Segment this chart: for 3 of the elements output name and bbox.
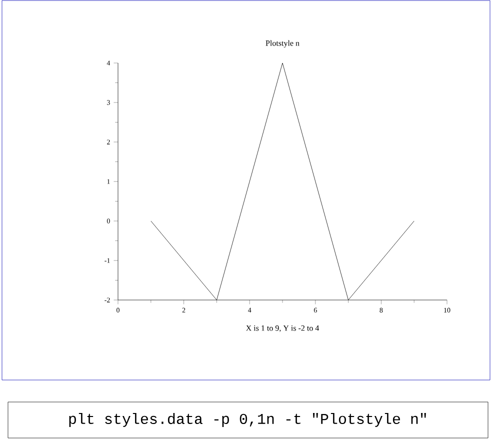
text: plt styles.data -p 0,1n -t "Plotstyle n" [69,413,426,427]
chart-title: Plotstyle n [266,40,300,48]
x-axis-title: X is 1 to 9, Y is -2 to 4 [246,325,320,332]
